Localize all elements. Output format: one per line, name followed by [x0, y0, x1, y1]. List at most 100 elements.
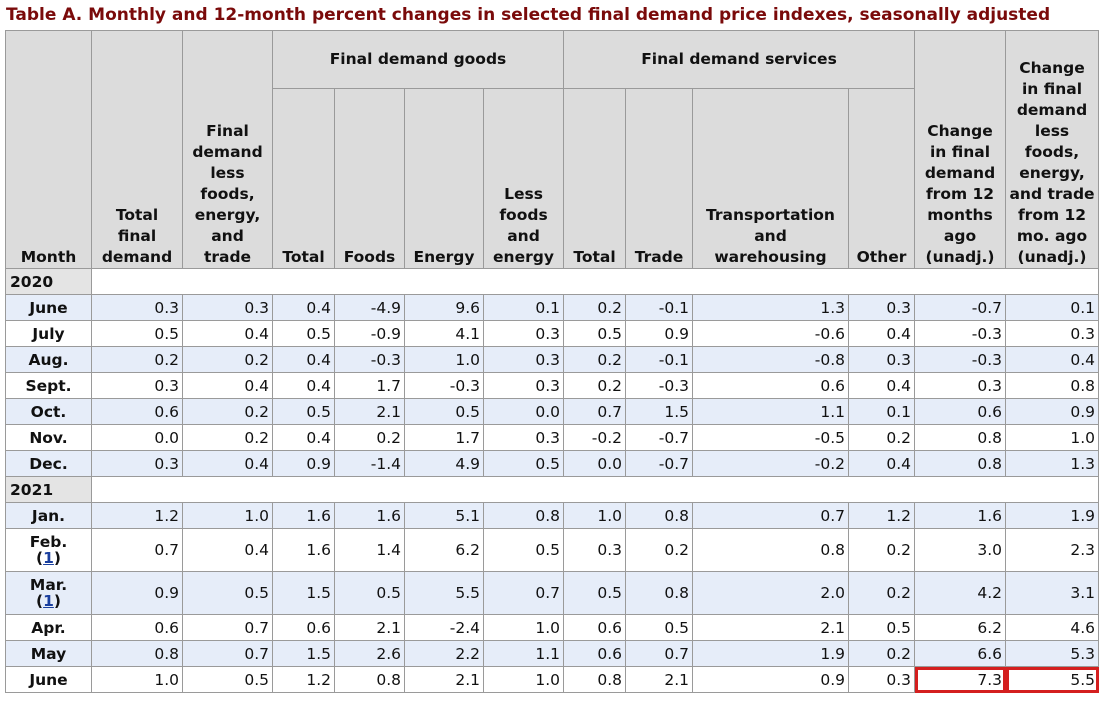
table-cell: -4.9	[334, 294, 405, 321]
table-cell: 0.3	[483, 372, 564, 399]
year-label: 2021	[5, 476, 92, 503]
table-cell: 1.0	[91, 666, 183, 693]
table-cell: 0.7	[563, 398, 626, 425]
month-label: May	[30, 644, 67, 663]
col-header-trade: Trade	[625, 88, 693, 269]
table-row: Jan. 1.2 1.0 1.6 1.6 5.1 0.8 1.0 0.8 0.7 1.2 1.6 1.9	[5, 502, 1100, 529]
table-cell: 1.7	[404, 424, 484, 451]
month-label: Apr.	[31, 618, 66, 637]
col-header-fd-less-foods-energy-trade: Final demand less foods, energy, and tra…	[182, 30, 273, 269]
table-cell: 1.4	[334, 528, 405, 572]
footnote-link[interactable]: 1	[43, 592, 54, 610]
row-month: Dec.	[5, 450, 92, 477]
table-cell: 6.2	[914, 614, 1007, 641]
month-label: Dec.	[29, 454, 68, 473]
table-cell: -0.3	[334, 346, 405, 373]
table-row: Oct. 0.6 0.2 0.5 2.1 0.5 0.0 0.7 1.5 1.1 0.1 0.6 0.9	[5, 398, 1100, 425]
table-cell: 4.2	[914, 571, 1007, 615]
month-label: June	[29, 298, 68, 317]
table-cell: -0.8	[692, 346, 849, 373]
table-row: June 0.3 0.3 0.4 -4.9 9.6 0.1 0.2 -0.1 1.3 0.3 -0.7…	[5, 294, 1100, 321]
table-row: July 0.5 0.4 0.5 -0.9 4.1 0.3 0.5 0.9 -0.6 0.4 -0.3…	[5, 320, 1100, 347]
year-row-spacer	[90, 476, 1100, 503]
table-cell: -0.2	[563, 424, 626, 451]
table-cell: -0.2	[692, 450, 849, 477]
table-cell: 0.9	[692, 666, 849, 693]
table-cell: 0.5	[182, 666, 273, 693]
table-cell: 2.1	[404, 666, 484, 693]
table-cell: 1.5	[272, 640, 335, 667]
table-cell: -0.5	[692, 424, 849, 451]
table-cell: 0.2	[847, 571, 916, 615]
table-cell: 0.4	[272, 424, 335, 451]
table-caption: Table A. Monthly and 12-month percent ch…	[6, 5, 1051, 25]
month-label: Oct.	[30, 402, 67, 421]
col-header-energy: Energy	[404, 88, 484, 269]
table-cell: -0.7	[625, 424, 693, 451]
table-cell: 0.9	[272, 450, 335, 477]
table-cell: 0.0	[483, 398, 564, 425]
table-cell: 4.6	[1005, 614, 1100, 641]
table-cell: 1.6	[272, 528, 335, 572]
table-cell: 0.7	[182, 640, 273, 667]
month-label: Mar.	[29, 576, 68, 594]
table-cell: 0.2	[182, 424, 273, 451]
table-cell: 1.6	[334, 502, 405, 529]
table-cell: 1.0	[404, 346, 484, 373]
table-cell: 0.5	[272, 320, 335, 347]
table-cell: 0.0	[91, 424, 183, 451]
row-month: Sept.	[5, 372, 92, 399]
col-header-other: Other	[847, 88, 916, 269]
table-cell: -0.1	[625, 294, 693, 321]
table-row: May 0.8 0.7 1.5 2.6 2.2 1.1 0.6 0.7 1.9 0.2 6.6 5.3	[5, 640, 1100, 667]
footnote-link[interactable]: 1	[43, 549, 54, 567]
table-cell: 1.2	[847, 502, 916, 529]
month-label: Nov.	[29, 428, 68, 447]
table-cell: 1.9	[692, 640, 849, 667]
table-row: Nov. 0.0 0.2 0.4 0.2 1.7 0.3 -0.2 -0.7 -0.5 0.2 0.8…	[5, 424, 1100, 451]
table-cell: 0.2	[91, 346, 183, 373]
table-cell: 0.3	[847, 666, 916, 693]
table-cell: 4.9	[404, 450, 484, 477]
table-cell: -0.9	[334, 320, 405, 347]
table-cell: 1.0	[483, 614, 564, 641]
table-cell: 0.4	[272, 372, 335, 399]
table-cell: 1.6	[914, 502, 1007, 529]
table-cell: 0.4	[182, 372, 273, 399]
table-cell: 0.4	[1005, 346, 1100, 373]
table-cell: 1.1	[483, 640, 564, 667]
row-month: May	[5, 640, 92, 667]
year-row: 2021	[5, 476, 1100, 503]
table-cell: 0.8	[914, 450, 1007, 477]
table-row: Aug. 0.2 0.2 0.4 -0.3 1.0 0.3 0.2 -0.1 -0.8 0.3 -0.…	[5, 346, 1100, 373]
table-cell: -0.6	[692, 320, 849, 347]
col-header-less-foods-energy: Less foods and energy	[483, 88, 564, 269]
table-cell: 0.8	[692, 528, 849, 572]
ppi-table: Month Total final demand Final demand le…	[5, 30, 1100, 693]
group-header-services: Final demand services	[562, 30, 916, 89]
table-cell: -0.3	[914, 320, 1007, 347]
table-cell: 0.7	[91, 528, 183, 572]
table-cell: 1.7	[334, 372, 405, 399]
table-cell: 0.9	[91, 571, 183, 615]
year-row: 2020	[5, 268, 1100, 295]
row-month: Feb. (1)	[5, 528, 92, 572]
table-cell: 5.5	[1005, 666, 1100, 693]
table-cell: 0.5	[182, 571, 273, 615]
year-row-spacer	[90, 268, 1100, 295]
table-cell: 0.6	[91, 614, 183, 641]
table-cell: 2.2	[404, 640, 484, 667]
table-cell: 0.8	[625, 571, 693, 615]
table-cell: 1.5	[625, 398, 693, 425]
table-cell: 0.9	[1005, 398, 1100, 425]
table-cell: 6.6	[914, 640, 1007, 667]
table-cell: 0.6	[563, 640, 626, 667]
table-cell: 1.0	[1005, 424, 1100, 451]
table-cell: 0.2	[563, 372, 626, 399]
table-cell: -0.3	[404, 372, 484, 399]
table-cell: 0.2	[182, 346, 273, 373]
table-cell: 0.2	[563, 346, 626, 373]
table-cell: 1.0	[563, 502, 626, 529]
table-cell: 0.3	[847, 346, 916, 373]
table-cell: 0.8	[334, 666, 405, 693]
